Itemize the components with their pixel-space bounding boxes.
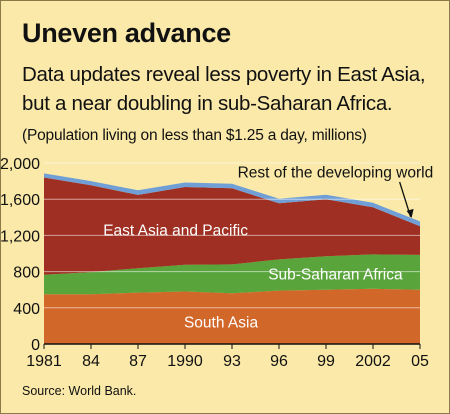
- series-label-rest-of-the-developing-world: Rest of the developing world: [238, 164, 434, 181]
- x-tick-label: 2002: [355, 353, 391, 370]
- area-rest-of-the-developing-world: [44, 173, 420, 227]
- series-label-south-asia: South Asia: [184, 315, 258, 332]
- unit-note: (Population living on less than $1.25 a …: [22, 127, 367, 144]
- x-tick-label: 96: [270, 353, 288, 370]
- x-tick-label: 93: [223, 353, 241, 370]
- area-south-asia: [44, 288, 420, 344]
- y-tick-label: 0: [31, 337, 40, 354]
- x-tick-label: 05: [411, 353, 429, 370]
- area-labels: South Asia Sub-Saharan Africa East Asia an…: [103, 164, 433, 331]
- x-tick-label: 99: [317, 353, 335, 370]
- y-tick-label: 800: [13, 265, 40, 282]
- x-tick-label: 87: [129, 353, 147, 370]
- series-label-sub-saharan-africa: Sub-Saharan Africa: [268, 267, 403, 284]
- y-tick-label: 1,200: [0, 228, 40, 245]
- y-axis-tick-labels: 0 400 800 1,200 1,600 2,000: [0, 156, 40, 354]
- y-tick-label: 1,600: [0, 192, 40, 209]
- source-note: Source: World Bank.: [22, 384, 137, 398]
- x-tick-label: 1981: [26, 353, 62, 370]
- area-layer: [44, 173, 420, 344]
- series-label-east-asia-and-pacific: East Asia and Pacific: [103, 222, 248, 239]
- area-sub-saharan-africa: [44, 254, 420, 295]
- x-tick-label: 1990: [167, 353, 203, 370]
- y-tick-label: 400: [13, 301, 40, 318]
- chart-subtitle-line-2: but a near doubling in sub-Saharan Afric…: [22, 92, 393, 115]
- chart-title: Uneven advance: [22, 18, 231, 48]
- chart-subtitle-line-1: Data updates reveal less poverty in East…: [22, 63, 426, 86]
- area-east-asia-and-pacific: [44, 177, 420, 275]
- pointer-arrowhead: [406, 208, 414, 218]
- x-axis-tick-labels: 1981 84 87 1990 93 96 99 2002 05: [26, 344, 429, 370]
- gridlines: [44, 162, 420, 309]
- x-tick-label: 84: [82, 353, 100, 370]
- y-tick-label: 2,000: [0, 156, 40, 173]
